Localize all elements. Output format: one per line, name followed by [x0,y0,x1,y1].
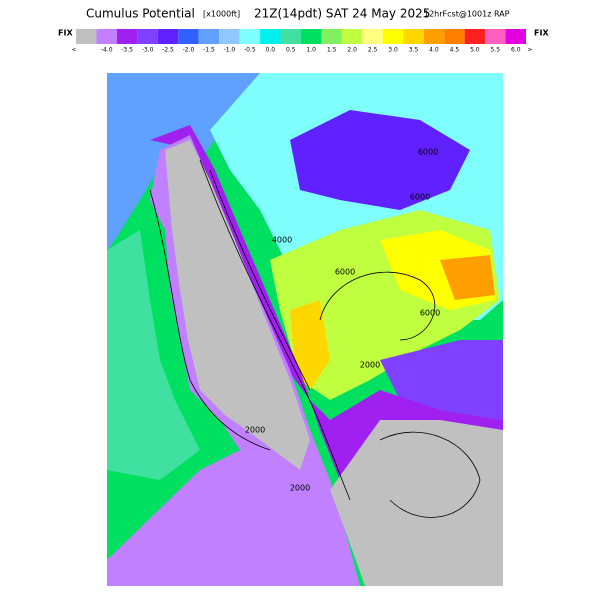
contour-label: 2000 [245,426,265,435]
legend-label: -3.5 [121,47,133,54]
model-run: 12hrFcst@1001z RAP [424,10,510,19]
legend-swatch [444,29,465,44]
legend-swatch [403,29,424,44]
legend-label: 2.5 [368,47,378,54]
contour [199,159,351,501]
legend-label: > [527,47,532,54]
region-orange [440,255,495,300]
legend-label: 5.5 [491,47,501,54]
legend-label: 2.0 [347,47,357,54]
legend-swatch [423,29,445,44]
legend-swatch [116,29,138,44]
fix-right: FIX [534,29,549,38]
units: [x1000ft] [203,10,240,19]
contour-label: 6000 [418,148,438,157]
region-violet [380,340,503,420]
legend-swatch [219,29,240,44]
legend-label: 0.5 [286,47,296,54]
legend-label: -4.0 [101,47,113,54]
contour [149,189,271,451]
legend-swatch [362,29,383,44]
legend-swatch [96,29,117,44]
legend-swatch [198,29,220,44]
legend-label: -0.5 [244,47,256,54]
legend-label: -2.5 [162,47,174,54]
contour-label: 6000 [420,309,440,318]
region-purple [290,110,470,210]
legend-swatch [157,29,179,44]
legend-swatch [321,29,342,44]
contour-label: 2000 [360,361,380,370]
legend-label: 3.5 [409,47,419,54]
legend-swatch [137,29,158,44]
legend-swatch [505,29,526,44]
legend-label: 1.5 [327,47,337,54]
legend-label: 6.0 [511,47,521,54]
contour-label: 4000 [272,236,292,245]
contour [379,431,481,518]
legend-swatch [76,29,97,44]
valid-time: 21Z(14pdt) SAT 24 May 2025 [254,7,430,21]
legend-label: 4.0 [429,47,439,54]
legend-label: 0.0 [266,47,276,54]
legend-label: 1.0 [306,47,316,54]
legend-swatch [280,29,301,44]
region-gold [290,300,330,390]
map [107,73,503,586]
region-teal [107,230,200,480]
contour [209,169,311,391]
legend-label: -1.5 [203,47,215,54]
legend-label: -1.0 [224,47,236,54]
contour-label: 6000 [335,268,355,277]
legend-label: 5.0 [470,47,480,54]
legend-swatch [464,29,486,44]
legend-label: 3.0 [388,47,398,54]
legend-swatch [485,29,506,44]
legend-label: 4.5 [450,47,460,54]
legend-label: < [71,47,76,54]
title: Cumulus Potential [86,7,195,21]
legend-label: -2.0 [183,47,195,54]
legend-swatch [178,29,199,44]
region-gray-valley [165,140,310,470]
legend-swatch [260,29,281,44]
color-legend: < -4.0 -3.5 -3.0 -2.5 -2.0 -1.5 -1.0 -0.5 0.0 0.5 1… [71,29,533,54]
contour [319,271,436,341]
region-gray-desert [330,420,503,586]
legend-swatch [382,29,404,44]
legend-swatch [301,29,322,44]
contour-label: 2000 [290,484,310,493]
contour-label: 6000 [410,193,430,202]
fix-left: FIX [58,29,73,38]
legend-label: -3.0 [142,47,154,54]
legend-swatch [239,29,261,44]
legend-swatch [341,29,363,44]
contour-labels: 6000 6000 6000 6000 4000 2000 2000 2000 [245,148,440,493]
